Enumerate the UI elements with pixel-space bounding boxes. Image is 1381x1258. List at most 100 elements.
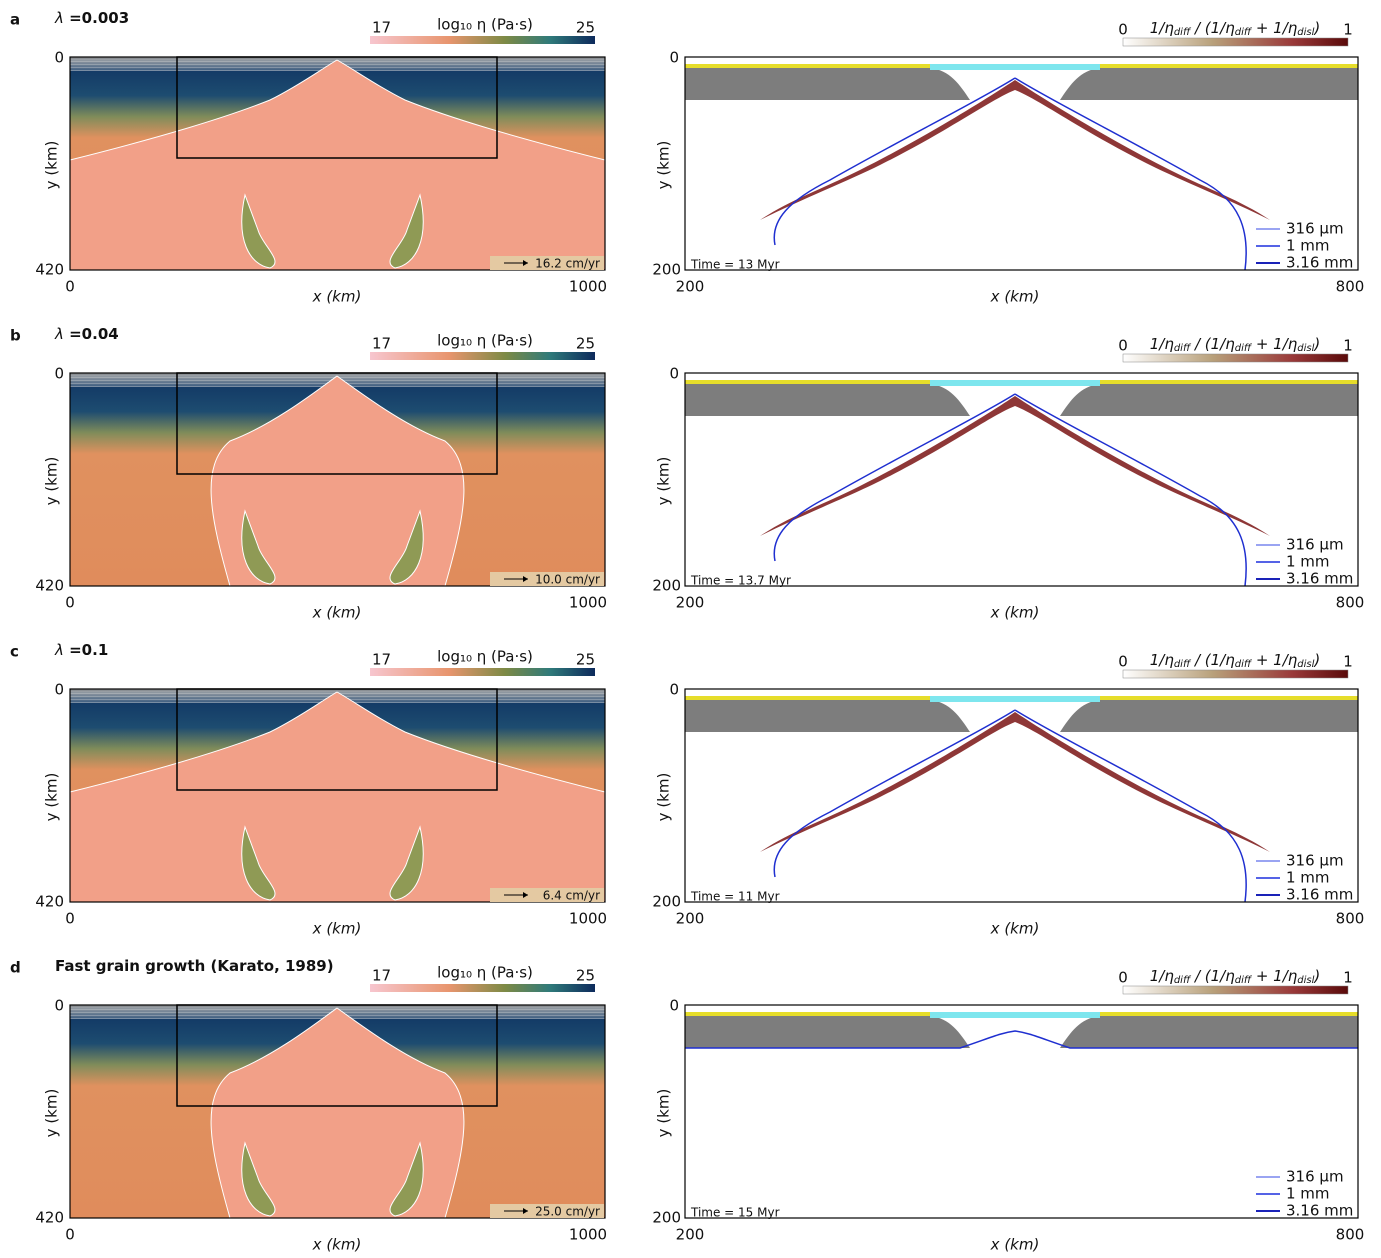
- x-tick-label: 0: [65, 1226, 75, 1244]
- colorbar-title: log₁₀ η (Pa·s): [437, 648, 533, 666]
- colorbar-title: 1/ηdiff / (1/ηdiff + 1/ηdisl): [1150, 19, 1321, 39]
- row: d Fast grain growth (Karato, 1989) 17 25 log…: [10, 957, 1364, 1254]
- y-axis-label: y (km): [43, 141, 61, 190]
- x-axis-label: x (km): [990, 288, 1040, 306]
- colorbar: [1122, 353, 1349, 363]
- velocity-scale: 6.4 cm/yr: [543, 889, 600, 903]
- panel-letter: a: [10, 11, 20, 29]
- velocity-arrowhead: [523, 260, 528, 266]
- y-tick-label: 420: [35, 893, 64, 911]
- colorbar-title-part: ): [1313, 335, 1320, 353]
- y-tick-label: 0: [54, 49, 64, 67]
- lithosphere: [685, 384, 1358, 416]
- row-label: λ =0.04: [54, 325, 119, 343]
- row-label-text: =0.003: [64, 9, 129, 27]
- y-tick-label: 420: [35, 577, 64, 595]
- panel-letter: c: [10, 643, 19, 661]
- lambda-symbol: λ: [54, 641, 64, 659]
- legend-label: 3.16 mm: [1286, 886, 1353, 904]
- y-tick-label: 200: [652, 261, 681, 279]
- y-tick-label: 200: [652, 1209, 681, 1227]
- colorbar-title: log₁₀ η (Pa·s): [437, 16, 533, 34]
- colorbar-title-part: 1/η: [1150, 19, 1175, 37]
- colorbar-title-part: / (1/η: [1190, 335, 1235, 353]
- legend-label: 1 mm: [1286, 553, 1330, 571]
- x-tick-label: 1000: [569, 910, 607, 928]
- velocity-scale-box: [490, 888, 604, 902]
- ocean: [930, 696, 1100, 702]
- colorbar-max: 1: [1343, 21, 1353, 39]
- plot-frame: [684, 56, 1359, 271]
- colorbar-title: 1/ηdiff / (1/ηdiff + 1/ηdisl): [1150, 967, 1321, 987]
- ocean: [930, 64, 1100, 70]
- x-axis-label: x (km): [990, 604, 1040, 622]
- x-tick-label: 800: [1336, 278, 1365, 296]
- velocity-scale: 10.0 cm/yr: [535, 573, 600, 587]
- colorbar-title-subscript: diff: [1174, 975, 1192, 986]
- velocity-arrowhead: [523, 892, 528, 898]
- plume: [210, 1007, 465, 1219]
- colorbar-title-part: 1/η: [1150, 967, 1175, 985]
- grain-contour: [1014, 709, 1247, 903]
- colorbar-title-subscript: diff: [1174, 27, 1192, 38]
- colorbar-title-subscript: diff: [1235, 975, 1253, 986]
- zoom-box: [176, 372, 498, 475]
- grain-contour: [773, 393, 1016, 562]
- colorbar-title: 1/ηdiff / (1/ηdiff + 1/ηdisl): [1150, 335, 1321, 355]
- colorbar-title-part: + 1/η: [1251, 335, 1298, 353]
- drip: [389, 1141, 424, 1217]
- x-axis-label: x (km): [312, 604, 362, 622]
- row-label: Fast grain growth (Karato, 1989): [55, 957, 334, 975]
- colorbar-min: 0: [1118, 969, 1128, 987]
- y-axis-label: y (km): [655, 1089, 673, 1138]
- colorbar-title: log₁₀ η (Pa·s): [437, 332, 533, 350]
- colorbar-title-subscript: disl: [1297, 343, 1314, 354]
- colorbar-max: 25: [576, 335, 595, 353]
- x-axis-label: x (km): [990, 1236, 1040, 1254]
- grain-contour: [1014, 77, 1247, 271]
- colorbar-min: 0: [1118, 21, 1128, 39]
- drip: [241, 1141, 276, 1217]
- grain-contour: [773, 77, 1016, 246]
- panel-letter: b: [10, 327, 21, 345]
- y-axis-label: y (km): [655, 457, 673, 506]
- x-tick-label: 0: [65, 910, 75, 928]
- colorbar: [1122, 37, 1349, 47]
- y-tick-label: 0: [54, 997, 64, 1015]
- colorbar: [1122, 985, 1349, 995]
- y-tick-label: 200: [652, 577, 681, 595]
- colorbar-title-part: + 1/η: [1251, 967, 1298, 985]
- legend-label: 3.16 mm: [1286, 1202, 1353, 1220]
- colorbar-min: 0: [1118, 337, 1128, 355]
- colorbar-title: 1/ηdiff / (1/ηdiff + 1/ηdisl): [1150, 651, 1321, 671]
- y-axis-label: y (km): [43, 1089, 61, 1138]
- x-axis-label: x (km): [312, 920, 362, 938]
- x-tick-label: 200: [676, 594, 705, 612]
- velocity-scale-box: [490, 572, 604, 586]
- colorbar-title-part: ): [1313, 651, 1320, 669]
- colorbar-max: 1: [1343, 337, 1353, 355]
- time-label: Time = 13 Myr: [690, 258, 780, 272]
- velocity-scale-box: [490, 256, 604, 270]
- plot-frame: [684, 1004, 1359, 1219]
- y-tick-label: 420: [35, 261, 64, 279]
- ocean: [930, 1012, 1100, 1018]
- y-tick-label: 420: [35, 1209, 64, 1227]
- y-tick-label: 0: [54, 681, 64, 699]
- colorbar-title-part: 1/η: [1150, 335, 1175, 353]
- x-tick-label: 800: [1336, 910, 1365, 928]
- legend-label: 1 mm: [1286, 1185, 1330, 1203]
- legend-label: 1 mm: [1286, 869, 1330, 887]
- x-tick-label: 200: [676, 1226, 705, 1244]
- x-tick-label: 200: [676, 910, 705, 928]
- plume: [210, 375, 465, 587]
- colorbar-title-subscript: disl: [1297, 975, 1314, 986]
- legend-label: 1 mm: [1286, 237, 1330, 255]
- drip: [241, 509, 276, 585]
- row-label-text: =0.04: [64, 325, 119, 343]
- colorbar: [370, 668, 595, 676]
- velocity-scale: 16.2 cm/yr: [535, 257, 600, 271]
- lambda-symbol: λ: [54, 9, 64, 27]
